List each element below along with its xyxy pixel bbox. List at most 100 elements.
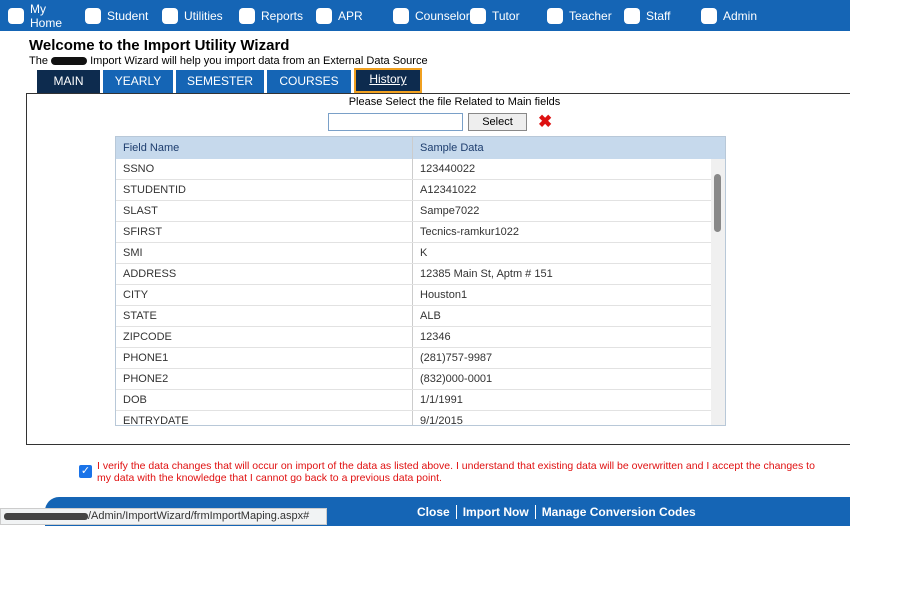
table-cell: 12346 <box>420 331 451 343</box>
table-cell: 123440022 <box>420 163 476 175</box>
table-cell: A12341022 <box>420 184 477 196</box>
nav-item[interactable]: Reports <box>231 0 308 31</box>
table-row: DOB 1/1/1991 <box>116 390 725 411</box>
nav-icon <box>85 7 101 24</box>
nav-icon <box>8 7 24 24</box>
table-row: SSNO 123440022 <box>116 159 725 180</box>
table-cell: SFIRST <box>116 222 413 242</box>
nav-label: Tutor <box>492 8 520 23</box>
table-cell: 9/1/2015 <box>420 415 463 426</box>
mapping-table: Field Name Sample Data SSNO 123440022 STUDE… <box>115 136 726 426</box>
nav-icon <box>162 7 178 24</box>
table-cell: (281)757-9987 <box>420 352 493 364</box>
file-prompt: Please Select the file Related to Main f… <box>348 96 561 108</box>
nav-label: Utilities <box>184 8 223 23</box>
table-row: SFIRST Tecnics-ramkur1022 <box>116 222 725 243</box>
table-cell: 12385 Main St, Aptm # 151 <box>420 268 553 280</box>
status-url: /Admin/ImportWizard/frmImportMaping.aspx… <box>88 510 310 522</box>
table-cell: ADDRESS <box>116 264 413 284</box>
nav-item[interactable]: Admin <box>693 0 770 31</box>
nav-item[interactable]: My Home <box>0 0 77 31</box>
scroll-thumb[interactable] <box>714 174 721 232</box>
table-row: SMI K <box>116 243 725 264</box>
redaction <box>4 512 88 520</box>
nav-item[interactable]: Utilities <box>154 0 231 31</box>
table-cell: Sampe7022 <box>420 205 480 217</box>
nav-icon <box>393 7 409 24</box>
tab[interactable]: COURSES <box>267 70 351 93</box>
nav-label: APR <box>338 8 363 23</box>
table-cell: K <box>420 247 428 259</box>
tabs: MAIN YEARLY SEMESTER COURSES History <box>37 68 422 93</box>
table-cell: PHONE2 <box>116 369 413 389</box>
tab[interactable]: YEARLY <box>103 70 173 93</box>
table-row: ENTRYDATE 9/1/2015 <box>116 411 725 426</box>
nav-icon <box>239 7 255 24</box>
nav-item[interactable]: Staff <box>616 0 693 31</box>
nav-label: Student <box>107 8 149 23</box>
table-cell: SLAST <box>116 201 413 221</box>
table-cell: DOB <box>116 390 413 410</box>
table-row: SLAST Sampe7022 <box>116 201 725 222</box>
table-cell: CITY <box>116 285 413 305</box>
footer-link[interactable]: Close <box>417 504 450 519</box>
footer-link[interactable]: Import Now <box>455 504 535 519</box>
nav-icon <box>470 7 486 24</box>
nav-item[interactable]: Student <box>77 0 154 31</box>
nav-label: Counselor <box>415 8 470 23</box>
nav-icon <box>624 7 640 24</box>
select-button[interactable]: Select <box>468 113 527 131</box>
table-row: STATE ALB <box>116 306 725 327</box>
verify-checkbox[interactable]: ✓ <box>79 465 92 478</box>
footer-link[interactable]: Manage Conversion Codes <box>534 504 702 519</box>
table-cell: ENTRYDATE <box>116 411 413 425</box>
tab[interactable]: History <box>354 68 422 93</box>
clear-icon[interactable]: ✖ <box>538 112 553 131</box>
nav-item[interactable]: APR <box>308 0 385 31</box>
nav-bar: My Home Student Utilities Reports APR Counsel… <box>0 0 850 31</box>
table-row: PHONE1 (281)757-9987 <box>116 348 725 369</box>
content-panel <box>26 93 850 445</box>
table-row: CITY Houston1 <box>116 285 725 306</box>
table-cell: Houston1 <box>420 289 468 301</box>
subtitle-text: Import Wizard will help you import data … <box>90 55 428 67</box>
table-cell: ZIPCODE <box>116 327 413 347</box>
nav-label: Admin <box>723 8 758 23</box>
nav-label: Teacher <box>569 8 612 23</box>
table-cell: STATE <box>116 306 413 326</box>
table-cell: 1/1/1991 <box>420 394 463 406</box>
table-cell: SSNO <box>116 159 413 179</box>
nav-icon <box>701 7 717 24</box>
nav-icon <box>547 7 563 24</box>
nav-item[interactable]: Teacher <box>539 0 616 31</box>
table-cell: SMI <box>116 243 413 263</box>
table-body: SSNO 123440022 STUDENTID A12341022 SLAST Samp… <box>116 159 725 426</box>
nav-item[interactable]: Tutor <box>462 0 539 31</box>
page-title: Welcome to the Import Utility Wizard <box>29 37 290 54</box>
table-cell: PHONE1 <box>116 348 413 368</box>
tab[interactable]: SEMESTER <box>176 70 264 93</box>
file-input[interactable] <box>328 113 463 131</box>
table-row: STUDENTID A12341022 <box>116 180 725 201</box>
table-cell: STUDENTID <box>116 180 413 200</box>
subtitle-prefix: The <box>29 55 48 67</box>
verify-text: I verify the data changes that will occu… <box>97 460 815 484</box>
subtitle: The Import Wizard will help you import d… <box>29 55 428 67</box>
table-row: PHONE2 (832)000-0001 <box>116 369 725 390</box>
scrollbar[interactable] <box>711 159 725 425</box>
tab[interactable]: MAIN <box>37 70 100 93</box>
footer-links: Close Import Now Manage Conversion Codes <box>411 504 702 519</box>
nav-label: Staff <box>646 8 671 23</box>
nav-label: Reports <box>261 8 304 23</box>
table-cell: Tecnics-ramkur1022 <box>420 226 520 238</box>
redaction <box>51 57 88 66</box>
table-cell: ALB <box>420 310 441 322</box>
column-header: Sample Data <box>420 142 484 154</box>
table-row: ADDRESS 12385 Main St, Aptm # 151 <box>116 264 725 285</box>
table-header: Field Name Sample Data <box>116 137 725 159</box>
nav-item[interactable]: Counselor <box>385 0 470 31</box>
table-cell: (832)000-0001 <box>420 373 493 385</box>
nav-label: My Home <box>30 1 63 30</box>
status-bar: /Admin/ImportWizard/frmImportMaping.aspx… <box>0 508 327 525</box>
